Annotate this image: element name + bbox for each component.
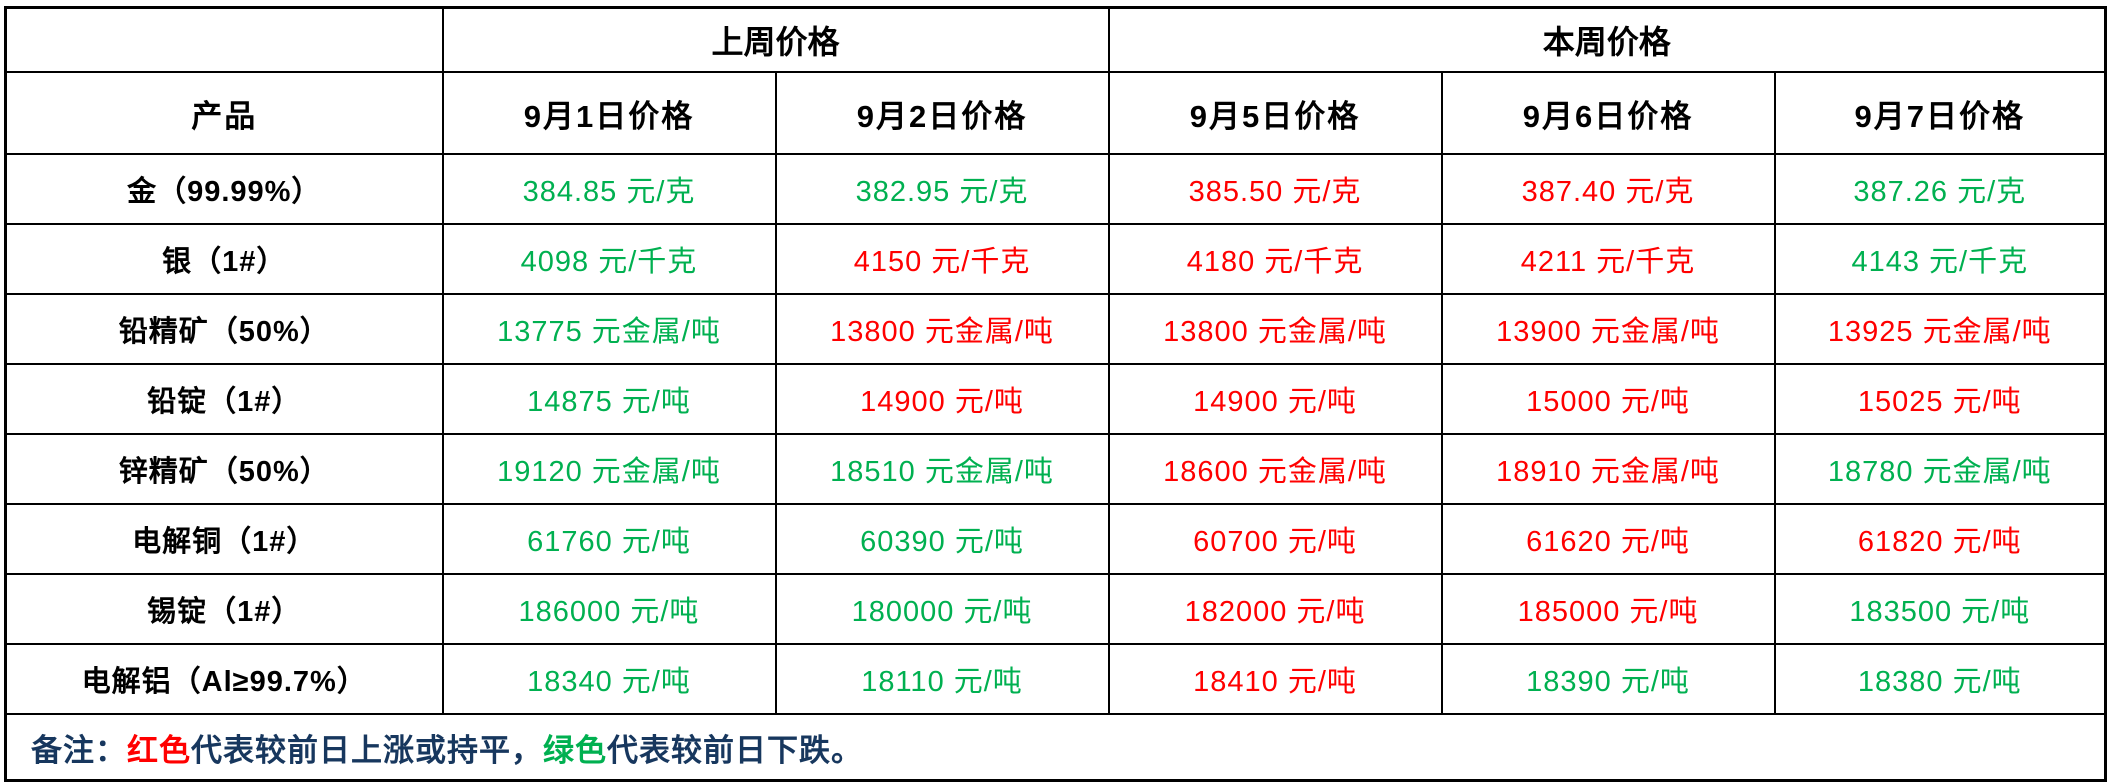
column-header-sep1: 9月1日价格 [441, 71, 777, 155]
column-header-row: 产品 9月1日价格 9月2日价格 9月5日价格 9月6日价格 9月7日价格 [4, 71, 2107, 155]
column-header-sep5: 9月5日价格 [1107, 71, 1443, 155]
price-cell: 15000 元/吨 [1440, 363, 1776, 435]
table-row: 铅锭（1#） 14875 元/吨 14900 元/吨 14900 元/吨 15000 元… [4, 363, 2107, 435]
price-cell: 4098 元/千克 [441, 223, 777, 295]
price-cell: 18390 元/吨 [1440, 643, 1776, 715]
price-cell: 387.40 元/克 [1440, 153, 1776, 225]
note-segment: 绿色 [543, 732, 607, 768]
table-row: 锌精矿（50%） 19120 元金属/吨 18510 元金属/吨 18600 元金属/… [4, 433, 2107, 505]
price-cell: 18410 元/吨 [1107, 643, 1443, 715]
note-segment: 代表较前日上涨或持平， [191, 732, 543, 768]
price-cell: 384.85 元/克 [441, 153, 777, 225]
table-row: 银（1#） 4098 元/千克 4150 元/千克 4180 元/千克 4211 元/千… [4, 223, 2107, 295]
price-cell: 4143 元/千克 [1773, 223, 2107, 295]
group-header-this-week: 本周价格 [1107, 6, 2107, 73]
column-header-sep7: 9月7日价格 [1773, 71, 2107, 155]
product-name: 金（99.99%） [4, 153, 444, 225]
table-row: 电解铜（1#） 61760 元/吨 60390 元/吨 60700 元/吨 61620 … [4, 503, 2107, 575]
price-cell: 14900 元/吨 [1107, 363, 1443, 435]
group-header-row: 上周价格 本周价格 [4, 6, 2107, 73]
price-cell: 387.26 元/克 [1773, 153, 2107, 225]
price-cell: 4180 元/千克 [1107, 223, 1443, 295]
price-cell: 382.95 元/克 [774, 153, 1110, 225]
price-cell: 183500 元/吨 [1773, 573, 2107, 645]
price-cell: 385.50 元/克 [1107, 153, 1443, 225]
price-cell: 61760 元/吨 [441, 503, 777, 575]
price-cell: 18510 元金属/吨 [774, 433, 1110, 505]
price-cell: 13925 元金属/吨 [1773, 293, 2107, 365]
price-cell: 61620 元/吨 [1440, 503, 1776, 575]
column-header-sep6: 9月6日价格 [1440, 71, 1776, 155]
price-cell: 186000 元/吨 [441, 573, 777, 645]
product-name: 银（1#） [4, 223, 444, 295]
price-cell: 180000 元/吨 [774, 573, 1110, 645]
price-cell: 185000 元/吨 [1440, 573, 1776, 645]
product-name: 铅锭（1#） [4, 363, 444, 435]
column-header-sep2: 9月2日价格 [774, 71, 1110, 155]
price-cell: 60700 元/吨 [1107, 503, 1443, 575]
note-segment: 代表较前日下跌。 [607, 732, 863, 768]
price-cell: 18110 元/吨 [774, 643, 1110, 715]
product-name: 锡锭（1#） [4, 573, 444, 645]
price-cell: 15025 元/吨 [1773, 363, 2107, 435]
note-row: 备注：红色代表较前日上涨或持平，绿色代表较前日下跌。 [4, 713, 2107, 782]
note-segment: 红色 [127, 732, 191, 768]
price-cell: 14875 元/吨 [441, 363, 777, 435]
price-cell: 13800 元金属/吨 [1107, 293, 1443, 365]
price-cell: 19120 元金属/吨 [441, 433, 777, 505]
corner-empty-cell [4, 6, 444, 73]
table-row: 锡锭（1#） 186000 元/吨 180000 元/吨 182000 元/吨 1850… [4, 573, 2107, 645]
price-cell: 60390 元/吨 [774, 503, 1110, 575]
note-text: 备注：红色代表较前日上涨或持平，绿色代表较前日下跌。 [4, 713, 2107, 782]
product-name: 锌精矿（50%） [4, 433, 444, 505]
column-header-product: 产品 [4, 71, 444, 155]
price-cell: 18780 元金属/吨 [1773, 433, 2107, 505]
price-cell: 182000 元/吨 [1107, 573, 1443, 645]
table-row: 电解铝（Al≥99.7%） 18340 元/吨 18110 元/吨 18410 元/吨… [4, 643, 2107, 715]
price-cell: 13775 元金属/吨 [441, 293, 777, 365]
product-name: 电解铜（1#） [4, 503, 444, 575]
price-cell: 61820 元/吨 [1773, 503, 2107, 575]
price-cell: 4150 元/千克 [774, 223, 1110, 295]
table-row: 铅精矿（50%） 13775 元金属/吨 13800 元金属/吨 13800 元金属/… [4, 293, 2107, 365]
price-cell: 18380 元/吨 [1773, 643, 2107, 715]
product-name: 铅精矿（50%） [4, 293, 444, 365]
note-segment: 备注： [31, 732, 127, 768]
table-row: 金（99.99%） 384.85 元/克 382.95 元/克 385.50 元/克 3… [4, 153, 2107, 225]
price-cell: 13900 元金属/吨 [1440, 293, 1776, 365]
group-header-last-week: 上周价格 [441, 6, 1110, 73]
price-cell: 18910 元金属/吨 [1440, 433, 1776, 505]
price-cell: 4211 元/千克 [1440, 223, 1776, 295]
price-cell: 18340 元/吨 [441, 643, 777, 715]
weekly-price-table: 上周价格 本周价格 产品 9月1日价格 9月2日价格 9月5日价格 9月6日价格… [4, 6, 2108, 782]
price-cell: 18600 元金属/吨 [1107, 433, 1443, 505]
product-name: 电解铝（Al≥99.7%） [4, 643, 444, 715]
price-cell: 14900 元/吨 [774, 363, 1110, 435]
price-cell: 13800 元金属/吨 [774, 293, 1110, 365]
